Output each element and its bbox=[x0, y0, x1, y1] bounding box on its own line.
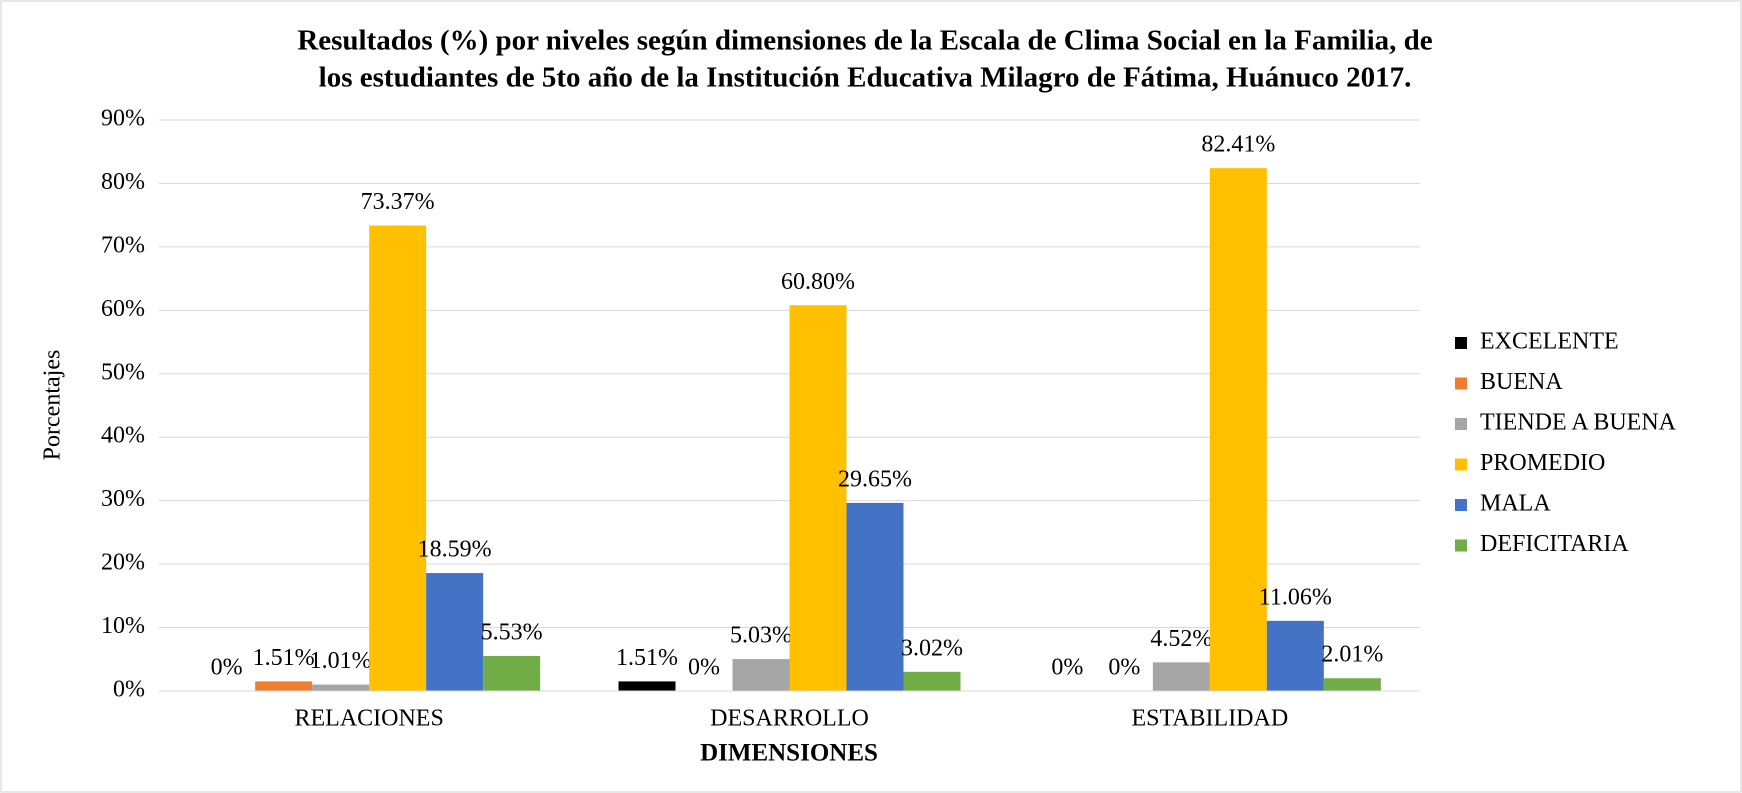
bar bbox=[1323, 678, 1381, 691]
bar bbox=[1152, 662, 1210, 691]
y-tick-label: 30% bbox=[101, 486, 145, 512]
y-tick-label: 90% bbox=[101, 106, 145, 132]
data-label: 73.37% bbox=[361, 189, 435, 215]
chart-title: los estudiantes de 5to año de la Institu… bbox=[319, 62, 1412, 94]
data-label: 5.03% bbox=[730, 623, 792, 649]
y-tick-label: 20% bbox=[101, 550, 145, 576]
bar bbox=[426, 573, 484, 691]
data-label: 3.02% bbox=[901, 635, 963, 661]
data-label: 0% bbox=[688, 655, 720, 681]
data-label: 82.41% bbox=[1201, 132, 1275, 158]
legend-swatch bbox=[1455, 337, 1467, 349]
legend-label: EXCELENTE bbox=[1480, 329, 1619, 355]
legend-label: PROMEDIO bbox=[1480, 450, 1605, 476]
data-label: 1.51% bbox=[616, 645, 678, 671]
bar bbox=[789, 305, 847, 691]
data-label: 1.01% bbox=[310, 648, 372, 674]
legend-label: BUENA bbox=[1480, 369, 1563, 395]
bar bbox=[618, 681, 676, 691]
y-tick-label: 60% bbox=[101, 296, 145, 322]
bar bbox=[369, 225, 427, 691]
data-label: 11.06% bbox=[1259, 584, 1332, 610]
legend-swatch bbox=[1455, 458, 1467, 471]
bar bbox=[732, 659, 790, 691]
bar bbox=[255, 681, 313, 691]
bar bbox=[483, 655, 541, 691]
data-label: 60.80% bbox=[781, 269, 855, 295]
y-axis-title: Porcentajes bbox=[40, 350, 66, 461]
data-label: 0% bbox=[1051, 655, 1083, 681]
y-tick-label: 80% bbox=[101, 169, 145, 195]
data-label: 0% bbox=[1108, 655, 1140, 681]
bar bbox=[1209, 168, 1267, 692]
legend-label: MALA bbox=[1480, 491, 1551, 517]
x-tick-label: ESTABILIDAD bbox=[1131, 706, 1288, 732]
y-tick-label: 0% bbox=[113, 677, 145, 703]
data-label: 0% bbox=[211, 655, 243, 681]
y-tick-label: 10% bbox=[101, 613, 145, 639]
legend-label: DEFICITARIA bbox=[1480, 531, 1629, 557]
x-tick-label: DESARROLLO bbox=[710, 706, 869, 732]
data-label: 5.53% bbox=[481, 619, 543, 645]
data-label: 4.52% bbox=[1150, 626, 1212, 652]
legend-swatch bbox=[1455, 499, 1467, 511]
data-label: 29.65% bbox=[838, 466, 912, 492]
data-label: 1.51% bbox=[253, 645, 315, 671]
data-label: 18.59% bbox=[418, 537, 492, 563]
y-tick-label: 70% bbox=[101, 232, 145, 258]
bar bbox=[846, 502, 904, 691]
legend-swatch bbox=[1455, 418, 1467, 430]
chart-title: Resultados (%) por niveles según dimensi… bbox=[297, 25, 1432, 57]
bar bbox=[312, 684, 370, 691]
legend-label: TIENDE A BUENA bbox=[1480, 410, 1677, 436]
y-tick-label: 50% bbox=[101, 359, 145, 385]
x-axis-title: DIMENSIONES bbox=[700, 740, 878, 767]
legend-swatch bbox=[1455, 539, 1467, 552]
bar bbox=[903, 671, 961, 691]
x-tick-label: RELACIONES bbox=[294, 706, 443, 732]
data-label: 2.01% bbox=[1321, 642, 1383, 668]
y-tick-label: 40% bbox=[101, 423, 145, 449]
bar bbox=[1266, 620, 1324, 691]
legend-swatch bbox=[1455, 377, 1467, 390]
